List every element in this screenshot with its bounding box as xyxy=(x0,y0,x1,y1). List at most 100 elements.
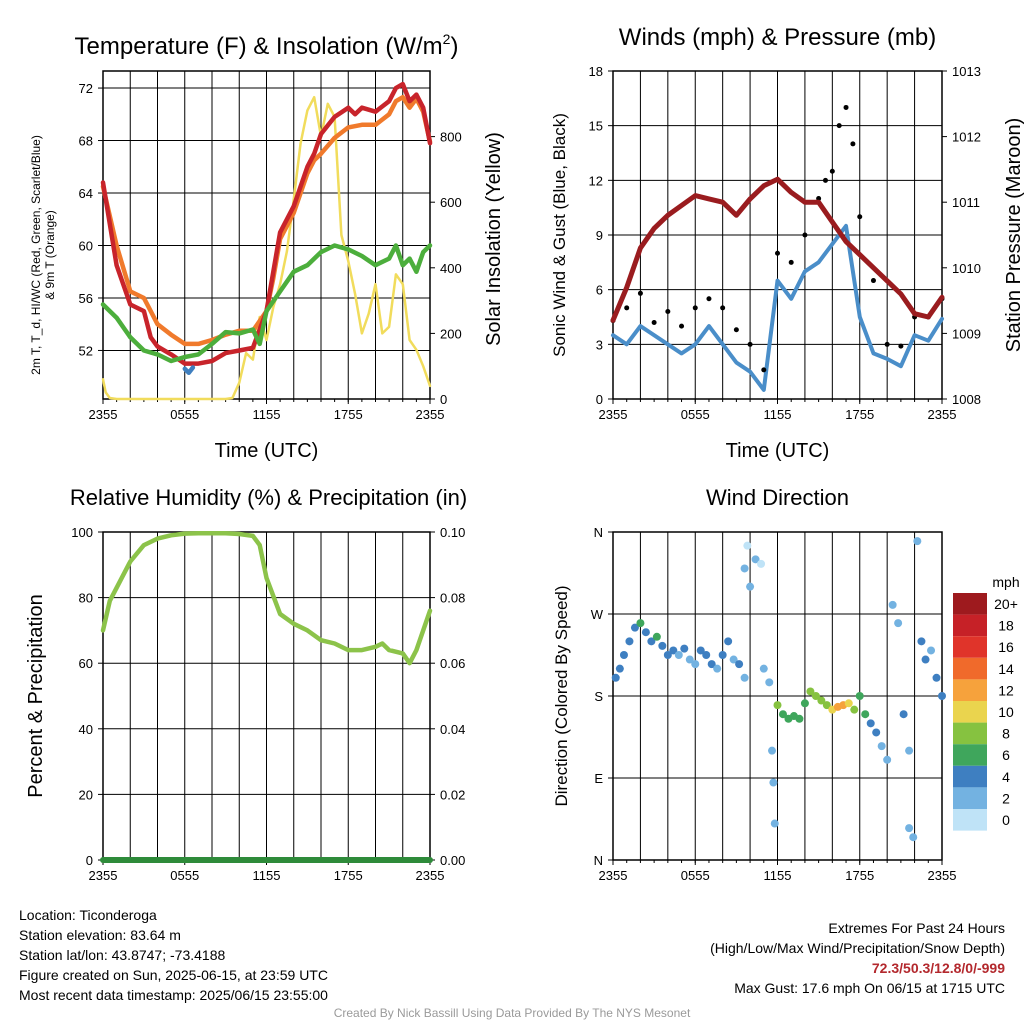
colorbar-swatch xyxy=(953,679,987,701)
rh-xtick-label: 1155 xyxy=(253,868,281,883)
direction-point xyxy=(669,646,678,655)
temp-ytick-label: 52 xyxy=(79,343,93,358)
rh-ytick-label: 40 xyxy=(79,722,93,737)
wind-y2tick-label: 1011 xyxy=(952,195,980,210)
direction-point xyxy=(735,660,744,669)
colorbar-swatch xyxy=(953,744,987,766)
extremes-description: (High/Low/Max Wind/Precipitation/Snow De… xyxy=(710,940,1005,956)
wind-xtick-label: 0555 xyxy=(681,407,710,422)
direction-title: Wind Direction xyxy=(706,485,849,510)
direction-point xyxy=(691,660,700,669)
extremes-info: Extremes For Past 24 Hours (High/Low/Max… xyxy=(710,918,1005,998)
rh-xtick-label: 2355 xyxy=(416,868,445,883)
temp-ylabel-right: Solar Insolation (Yellow) xyxy=(483,132,505,346)
location-text: Location: Ticonderoga xyxy=(19,907,157,923)
direction-point xyxy=(680,644,689,653)
wind-ytick-label: 3 xyxy=(596,337,603,352)
winds-title: Winds (mph) & Pressure (mb) xyxy=(619,24,936,51)
rh-xtick-label: 1755 xyxy=(334,868,363,883)
colorbar-label: 0 xyxy=(1002,812,1010,828)
direction-point xyxy=(872,728,881,737)
gust-point xyxy=(747,341,753,347)
dir-ytick-label: N xyxy=(594,525,603,540)
temp-ylabel-line2: & 9m T (Orange) xyxy=(43,210,57,300)
colorbar-label: 12 xyxy=(998,682,1014,698)
direction-point xyxy=(724,637,733,646)
direction-point xyxy=(619,651,628,659)
gust-point xyxy=(836,123,842,129)
direction-point xyxy=(899,710,908,719)
temperature-panel: 2355 0555 1155 1755 2355 52 56 60 64 68 72 0 200 400 6… xyxy=(29,31,505,462)
direction-point xyxy=(932,673,941,682)
colorbar-label: 18 xyxy=(998,618,1014,634)
credit-footer: Created By Nick Bassill Using Data Provi… xyxy=(333,1006,691,1020)
colorbar-swatch xyxy=(953,722,987,745)
created-text: Figure created on Sun, 2025-06-15, at 23… xyxy=(19,967,328,983)
rh-y2tick-label: 0.10 xyxy=(440,525,465,540)
temp-ytick-label: 72 xyxy=(79,81,93,96)
gust-point xyxy=(898,343,904,349)
humidity-title: Relative Humidity (%) & Precipitation (i… xyxy=(70,485,467,510)
gust-point xyxy=(679,323,685,329)
temperature-title: Temperature (F) & Insolation (W/m2) xyxy=(75,31,459,60)
extremes-values: 72.3/50.3/12.8/0/-999 xyxy=(871,960,1005,976)
gust-point xyxy=(884,341,890,347)
rh-xtick-label: 2355 xyxy=(89,868,118,883)
gust-point xyxy=(706,296,712,302)
direction-point xyxy=(768,746,777,755)
temp-xlabel: Time (UTC) xyxy=(215,440,319,462)
direction-point xyxy=(647,637,656,646)
dir-ytick-label: S xyxy=(594,689,603,704)
direction-point xyxy=(917,637,926,646)
direction-point xyxy=(909,833,918,842)
direction-point xyxy=(905,746,914,755)
direction-point xyxy=(674,651,683,659)
dir-ytick-label: E xyxy=(594,771,603,786)
rh-ytick-label: 100 xyxy=(71,525,93,540)
temp-ytick-label: 56 xyxy=(79,291,93,306)
humidity-line xyxy=(100,531,433,666)
direction-point xyxy=(921,655,930,664)
rh-xtick-label: 0555 xyxy=(170,868,199,883)
temp-y2tick-label: 0 xyxy=(440,392,447,407)
direction-point xyxy=(636,619,645,628)
direction-point xyxy=(888,600,897,609)
temp-y2tick-label: 400 xyxy=(440,261,462,276)
wind-ytick-label: 6 xyxy=(596,283,603,298)
direction-point xyxy=(778,710,787,719)
gust-point xyxy=(822,177,828,183)
direction-point xyxy=(625,637,634,646)
wind-ytick-label: 9 xyxy=(596,228,603,243)
sonic-wind-line xyxy=(611,223,944,392)
wind-ytick-label: 0 xyxy=(596,392,603,407)
rh-ytick-label: 60 xyxy=(79,656,93,671)
humidity-panel: 2355 0555 1155 1755 23550204060801000.000.02… xyxy=(25,485,467,883)
colorbar-swatch xyxy=(953,701,987,723)
gust-point xyxy=(720,305,726,311)
max-gust-text: Max Gust: 17.6 mph On 06/15 at 1715 UTC xyxy=(734,980,1005,996)
direction-point xyxy=(883,755,892,764)
colorbar-swatch xyxy=(953,614,987,637)
dir-xtick-label: 1155 xyxy=(764,868,792,883)
direction-point xyxy=(822,701,831,710)
direction-point xyxy=(740,673,749,682)
colorbar-label: 6 xyxy=(1002,747,1010,763)
colorbar-label: 8 xyxy=(1002,726,1010,742)
gust-point xyxy=(857,214,863,220)
direction-point xyxy=(663,651,672,659)
gust-point xyxy=(665,309,671,315)
dir-ylabel-left: Direction (Colored By Speed) xyxy=(552,585,571,806)
title-superscript: 2 xyxy=(443,31,451,47)
colorbar-swatch xyxy=(953,657,987,680)
elevation-text: Station elevation: 83.64 m xyxy=(19,927,181,943)
wind-ytick-label: 18 xyxy=(589,64,603,79)
direction-point xyxy=(773,701,782,710)
dir-ytick-label: W xyxy=(591,607,604,622)
colorbar-label: 10 xyxy=(998,704,1014,720)
direction-point xyxy=(765,678,774,687)
colorbar-swatch xyxy=(953,593,987,615)
direction-point xyxy=(866,719,875,728)
direction-point xyxy=(707,660,716,669)
